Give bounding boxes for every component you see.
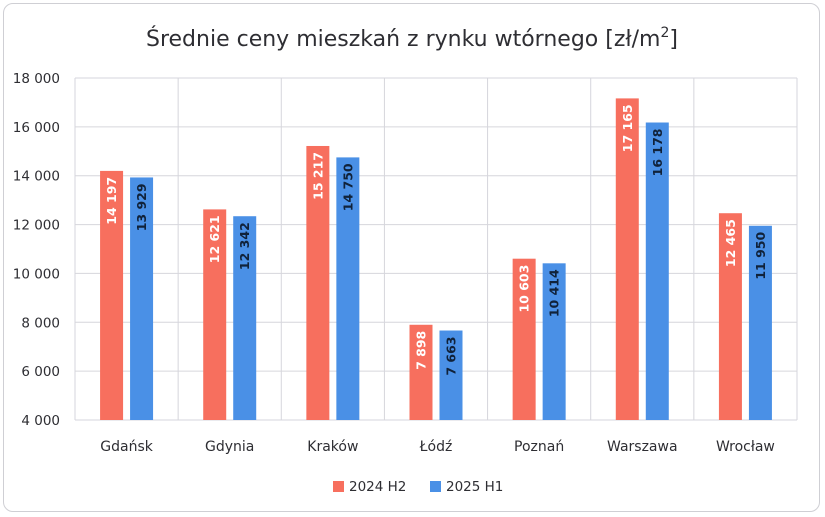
x-tick-label: Łódź: [419, 439, 453, 455]
bar: [439, 330, 463, 420]
bar-value-label: 12 621: [207, 215, 222, 263]
y-tick-label: 10 000: [13, 266, 60, 282]
bar-value-label: 10 603: [517, 265, 532, 313]
legend: 2024 H2 2025 H1: [333, 479, 503, 495]
chart-grid: [74, 77, 798, 421]
legend-swatch: [333, 481, 344, 492]
bar-value-label: 12 465: [723, 219, 738, 267]
bar: [100, 170, 124, 420]
bar-value-label: 16 178: [650, 129, 665, 177]
bar-value-label: 13 929: [134, 183, 149, 231]
chart-title: Średnie ceny mieszkań z rynku wtórnego […: [146, 25, 678, 52]
bar: [542, 263, 566, 420]
bar: [233, 216, 257, 420]
bar: [409, 324, 433, 420]
bar-value-label: 14 197: [104, 177, 119, 225]
bar-value-label: 7 898: [414, 331, 429, 370]
bar: [512, 258, 536, 420]
bar: [615, 98, 639, 420]
bar: [336, 157, 360, 420]
y-tick-label: 14 000: [13, 169, 60, 185]
bar-value-label: 10 414: [547, 269, 562, 317]
bar: [718, 213, 742, 420]
legend-label: 2025 H1: [446, 479, 503, 495]
bar-value-label: 12 342: [237, 222, 252, 270]
y-tick-label: 18 000: [13, 71, 60, 87]
bar: [645, 122, 669, 421]
y-tick-label: 6 000: [21, 364, 60, 380]
x-tick-label: Poznań: [514, 439, 564, 455]
x-tick-label: Wrocław: [716, 439, 775, 455]
bars: 14 197 13 929 12 621 12 342 15 217 14 750 7 89…: [100, 98, 772, 421]
bar: [748, 225, 772, 420]
x-axis: Gdańsk Gdynia Kraków Łódź Poznań Warszawa Wroc…: [100, 439, 775, 455]
y-axis: 4 000 6 000 8 000 10 000 12 000 14 000 16 000 1…: [13, 71, 60, 429]
bar-value-label: 7 663: [444, 337, 459, 376]
legend-swatch: [430, 481, 441, 492]
bar-value-label: 11 950: [753, 231, 768, 279]
x-tick-label: Gdańsk: [100, 439, 153, 455]
bar-value-label: 14 750: [340, 163, 355, 211]
y-tick-label: 8 000: [21, 315, 60, 331]
bar: [130, 177, 154, 420]
y-tick-label: 4 000: [21, 413, 60, 429]
x-tick-label: Gdynia: [205, 439, 254, 455]
x-tick-label: Warszawa: [607, 439, 678, 455]
x-tick-label: Kraków: [307, 439, 358, 455]
bar: [306, 145, 330, 420]
bar-value-label: 15 217: [310, 152, 325, 200]
bar-value-label: 17 165: [620, 104, 635, 152]
y-tick-label: 12 000: [13, 218, 60, 234]
bar: [203, 209, 227, 420]
legend-label: 2024 H2: [349, 479, 406, 495]
y-tick-label: 16 000: [13, 120, 60, 136]
